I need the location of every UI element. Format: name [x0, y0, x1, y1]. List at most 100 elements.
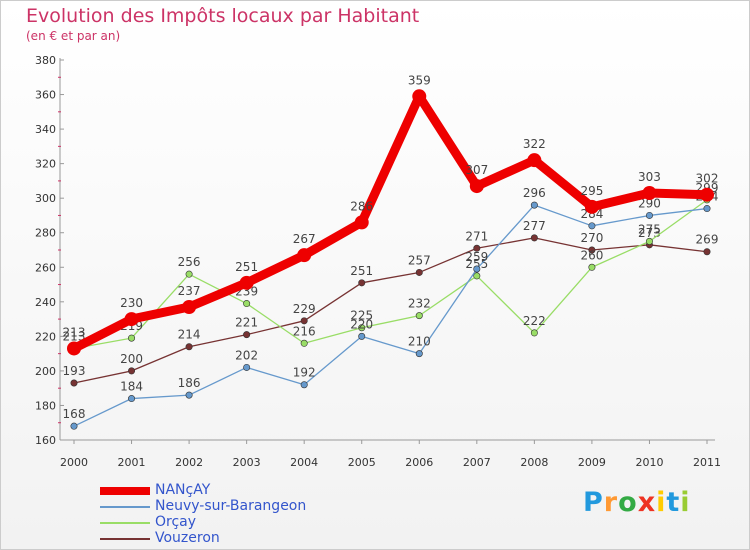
x-tick-label: 2002 — [175, 456, 203, 469]
chart-subtitle: (en € et par an) — [26, 29, 121, 43]
data-label-nancay: 230 — [120, 296, 143, 310]
y-tick-label: 220 — [35, 330, 56, 343]
logo-letter: i — [656, 487, 667, 518]
data-label-orcay: 255 — [465, 257, 488, 271]
x-tick-label: 2010 — [635, 456, 663, 469]
data-point-vouzeron — [703, 248, 711, 256]
y-tick-label: 160 — [35, 434, 56, 447]
data-label-orcay: 216 — [293, 324, 316, 338]
y-tick-label: 360 — [35, 89, 56, 102]
data-point-nancay — [584, 199, 599, 214]
data-label-orcay: 260 — [580, 248, 603, 262]
data-point-orcay — [128, 334, 136, 342]
data-label-vouzeron: 273 — [638, 226, 661, 240]
data-point-nancay — [469, 179, 484, 194]
data-point-neuvy — [185, 391, 193, 399]
data-label-nancay: 359 — [408, 73, 431, 87]
logo-letter: P — [583, 487, 604, 518]
data-label-vouzeron: 229 — [293, 302, 316, 316]
logo-letter: t — [666, 487, 681, 518]
y-tick-label: 380 — [35, 54, 56, 67]
data-label-orcay: 232 — [408, 297, 431, 311]
data-label-nancay: 302 — [696, 172, 719, 186]
series-line-vouzeron — [73, 237, 708, 384]
data-label-orcay: 275 — [638, 222, 661, 236]
data-label-nancay: 322 — [523, 137, 546, 151]
data-point-neuvy — [243, 363, 251, 371]
data-point-vouzeron — [70, 379, 78, 387]
data-label-nancay: 303 — [638, 170, 661, 184]
logo-letter: x — [637, 487, 657, 518]
data-label-neuvy: 186 — [178, 376, 201, 390]
legend-label-neuvy: Neuvy-sur-Barangeon — [155, 498, 307, 514]
data-label-nancay: 307 — [465, 163, 488, 177]
y-tick-label: 180 — [35, 399, 56, 412]
y-tick-label: 280 — [35, 227, 56, 240]
data-point-vouzeron — [588, 246, 596, 254]
x-tick-label: 2000 — [60, 456, 88, 469]
data-point-nancay — [239, 275, 254, 290]
data-label-nancay: 237 — [178, 284, 201, 298]
data-point-neuvy — [358, 332, 366, 340]
legend-swatch-orcay — [100, 522, 150, 524]
proxiti-logo: Proxiti — [583, 487, 691, 518]
data-point-nancay — [527, 153, 542, 168]
data-label-orcay: 213 — [63, 329, 86, 343]
legend-swatch-vouzeron — [100, 538, 150, 540]
x-tick-label: 2006 — [405, 456, 433, 469]
y-tick-label: 300 — [35, 192, 56, 205]
data-point-neuvy — [300, 381, 308, 389]
data-point-vouzeron — [243, 331, 251, 339]
data-point-neuvy — [703, 205, 711, 213]
data-point-orcay — [588, 263, 596, 271]
data-point-vouzeron — [415, 268, 423, 276]
data-point-orcay — [473, 272, 481, 280]
data-point-vouzeron — [473, 244, 481, 252]
data-point-neuvy — [645, 211, 653, 219]
data-label-neuvy: 290 — [638, 196, 661, 210]
data-point-vouzeron — [300, 317, 308, 325]
data-label-vouzeron: 277 — [523, 219, 546, 233]
data-label-nancay: 213 — [63, 325, 86, 339]
logo-letter: o — [618, 487, 638, 518]
data-point-orcay — [530, 329, 538, 337]
data-label-vouzeron: 214 — [178, 328, 201, 342]
chart-title: Evolution des Impôts locaux par Habitant — [26, 5, 420, 27]
y-tick-label: 320 — [35, 158, 56, 171]
data-label-neuvy: 168 — [63, 407, 86, 421]
x-tick-label: 2008 — [520, 456, 548, 469]
data-label-neuvy: 184 — [120, 380, 143, 394]
data-point-vouzeron — [185, 343, 193, 351]
data-point-nancay — [182, 300, 197, 314]
data-label-neuvy: 202 — [235, 348, 258, 362]
data-point-nancay — [642, 186, 657, 200]
data-point-nancay — [124, 312, 139, 327]
data-label-nancay: 286 — [350, 199, 373, 213]
data-label-orcay: 256 — [178, 255, 201, 269]
data-point-orcay — [185, 270, 193, 278]
data-point-nancay — [67, 341, 81, 356]
legend-label-orcay: Orçay — [155, 514, 197, 530]
series-line-orcay — [73, 199, 708, 350]
data-label-neuvy: 220 — [350, 317, 373, 331]
data-point-neuvy — [128, 395, 136, 403]
data-label-vouzeron: 270 — [580, 231, 603, 245]
legend-label-vouzeron: Vouzeron — [155, 530, 220, 546]
x-tick-label: 2001 — [118, 456, 146, 469]
data-label-orcay: 225 — [350, 309, 373, 323]
data-point-nancay — [700, 187, 714, 202]
data-label-nancay: 251 — [235, 260, 258, 274]
data-label-orcay: 222 — [523, 314, 546, 328]
data-point-orcay — [300, 339, 308, 347]
logo-letter: r — [603, 487, 619, 518]
data-point-neuvy — [415, 350, 423, 358]
y-tick-label: 240 — [35, 296, 56, 309]
data-label-vouzeron: 269 — [696, 233, 719, 247]
data-label-vouzeron: 193 — [63, 364, 86, 378]
data-point-nancay — [297, 248, 312, 263]
x-tick-label: 2005 — [348, 456, 376, 469]
data-label-neuvy: 192 — [293, 366, 316, 380]
data-point-vouzeron — [128, 367, 136, 375]
data-label-vouzeron: 271 — [465, 229, 488, 243]
